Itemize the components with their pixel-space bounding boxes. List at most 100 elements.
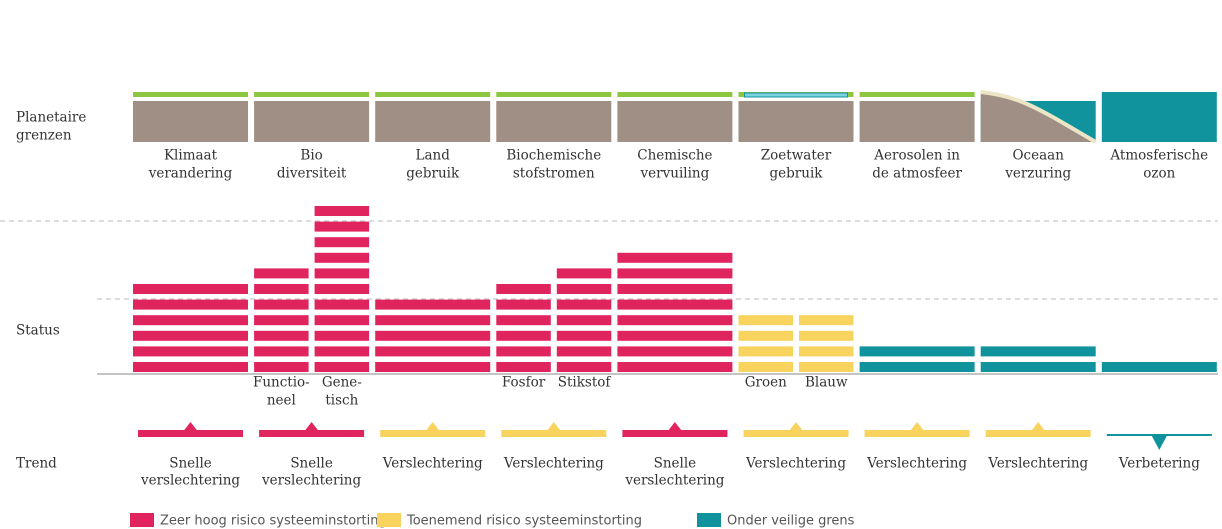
trend-arrow — [547, 422, 561, 431]
trend-label: Verslechtering — [503, 456, 604, 472]
trend-arrow — [910, 422, 924, 431]
status-bar — [557, 268, 612, 372]
band-top — [496, 92, 611, 97]
stripe — [133, 284, 248, 294]
band-top — [375, 92, 490, 97]
stripe — [133, 300, 248, 310]
status-bar — [133, 284, 248, 372]
stripe — [739, 315, 794, 325]
stripe — [617, 346, 732, 356]
trend-label: verslechtering — [624, 473, 724, 489]
stripe — [254, 268, 309, 278]
legend-label: Zeer hoog risico systeeminstorting — [160, 514, 387, 529]
stripe — [739, 346, 794, 356]
status-bar — [1102, 362, 1217, 372]
stripe — [315, 206, 370, 216]
stripe — [860, 362, 975, 372]
stripe — [860, 346, 975, 356]
stripe — [799, 362, 854, 372]
stripe — [315, 268, 370, 278]
trend-line — [380, 430, 485, 437]
column-label: Land — [416, 148, 451, 164]
status-bar — [315, 206, 370, 372]
column-label: ozon — [1143, 166, 1175, 182]
stripe — [496, 300, 551, 310]
trend-line — [744, 430, 849, 437]
stripe — [375, 331, 490, 341]
stripe — [315, 222, 370, 232]
trend-label: Verslechtering — [382, 456, 483, 472]
infographic: Planetaire grenzen Status Trend Klimaatv… — [0, 0, 1222, 529]
sub-label: Blauw — [805, 375, 848, 391]
stripe — [254, 362, 309, 372]
legend-swatch — [377, 513, 401, 527]
stripe — [557, 331, 612, 341]
stripe — [496, 284, 551, 294]
trend-label: Verslechtering — [866, 456, 967, 472]
trend-arrow — [305, 422, 319, 431]
status-bar — [981, 346, 1096, 372]
column-label: gebruik — [406, 166, 460, 182]
status-bar — [254, 268, 309, 372]
trend-arrow — [789, 422, 803, 431]
column-label: Aerosolen in — [873, 148, 960, 164]
column-label: stofstromen — [513, 166, 595, 182]
band — [375, 101, 490, 142]
status-bar — [496, 284, 551, 372]
trend-arrow — [1151, 435, 1167, 450]
trend-arrow — [668, 422, 682, 431]
stripe — [799, 331, 854, 341]
trend-line — [259, 430, 364, 437]
trend-label: Snelle — [654, 456, 697, 472]
sub-label: Functio- — [253, 375, 310, 391]
trend-line — [622, 430, 727, 437]
stripe — [254, 331, 309, 341]
stripe — [496, 346, 551, 356]
stripe — [496, 315, 551, 325]
stripe — [799, 346, 854, 356]
stripe — [133, 362, 248, 372]
legend-swatch — [130, 513, 154, 527]
stripe — [617, 362, 732, 372]
stripe — [315, 284, 370, 294]
stripe — [557, 315, 612, 325]
column-label: Klimaat — [164, 148, 218, 164]
column-label: vervuiling — [640, 166, 710, 182]
trend-arrow — [184, 422, 198, 431]
sub-label: tisch — [325, 393, 358, 409]
stripe — [496, 362, 551, 372]
band — [739, 101, 854, 142]
trend-label: Snelle — [290, 456, 333, 472]
stripe — [617, 315, 732, 325]
column-label: Biochemische — [506, 148, 601, 164]
stripe — [375, 315, 490, 325]
stripe — [557, 300, 612, 310]
trend-label: Verbetering — [1118, 456, 1200, 472]
status-bar — [617, 253, 732, 372]
stripe — [254, 300, 309, 310]
stripe — [254, 315, 309, 325]
trend-label: verslechtering — [140, 473, 240, 489]
stripe — [617, 268, 732, 278]
stripe — [254, 284, 309, 294]
stripe — [375, 300, 490, 310]
stripe — [375, 362, 490, 372]
trend-label: Verslechtering — [987, 456, 1088, 472]
stripe — [557, 362, 612, 372]
band-top — [860, 92, 975, 97]
stripe — [315, 237, 370, 247]
stripe — [981, 362, 1096, 372]
legend-label: Onder veilige grens — [727, 514, 855, 529]
band — [1102, 92, 1217, 142]
column-label: de atmosfeer — [872, 166, 962, 182]
stripe — [617, 300, 732, 310]
band — [133, 101, 248, 142]
trend-line — [501, 430, 606, 437]
stripe — [557, 268, 612, 278]
column-label: diversiteit — [277, 166, 347, 182]
stripe — [557, 346, 612, 356]
sub-label: Fosfor — [502, 375, 546, 391]
stripe — [315, 253, 370, 263]
stripe — [617, 253, 732, 263]
stripe — [133, 346, 248, 356]
